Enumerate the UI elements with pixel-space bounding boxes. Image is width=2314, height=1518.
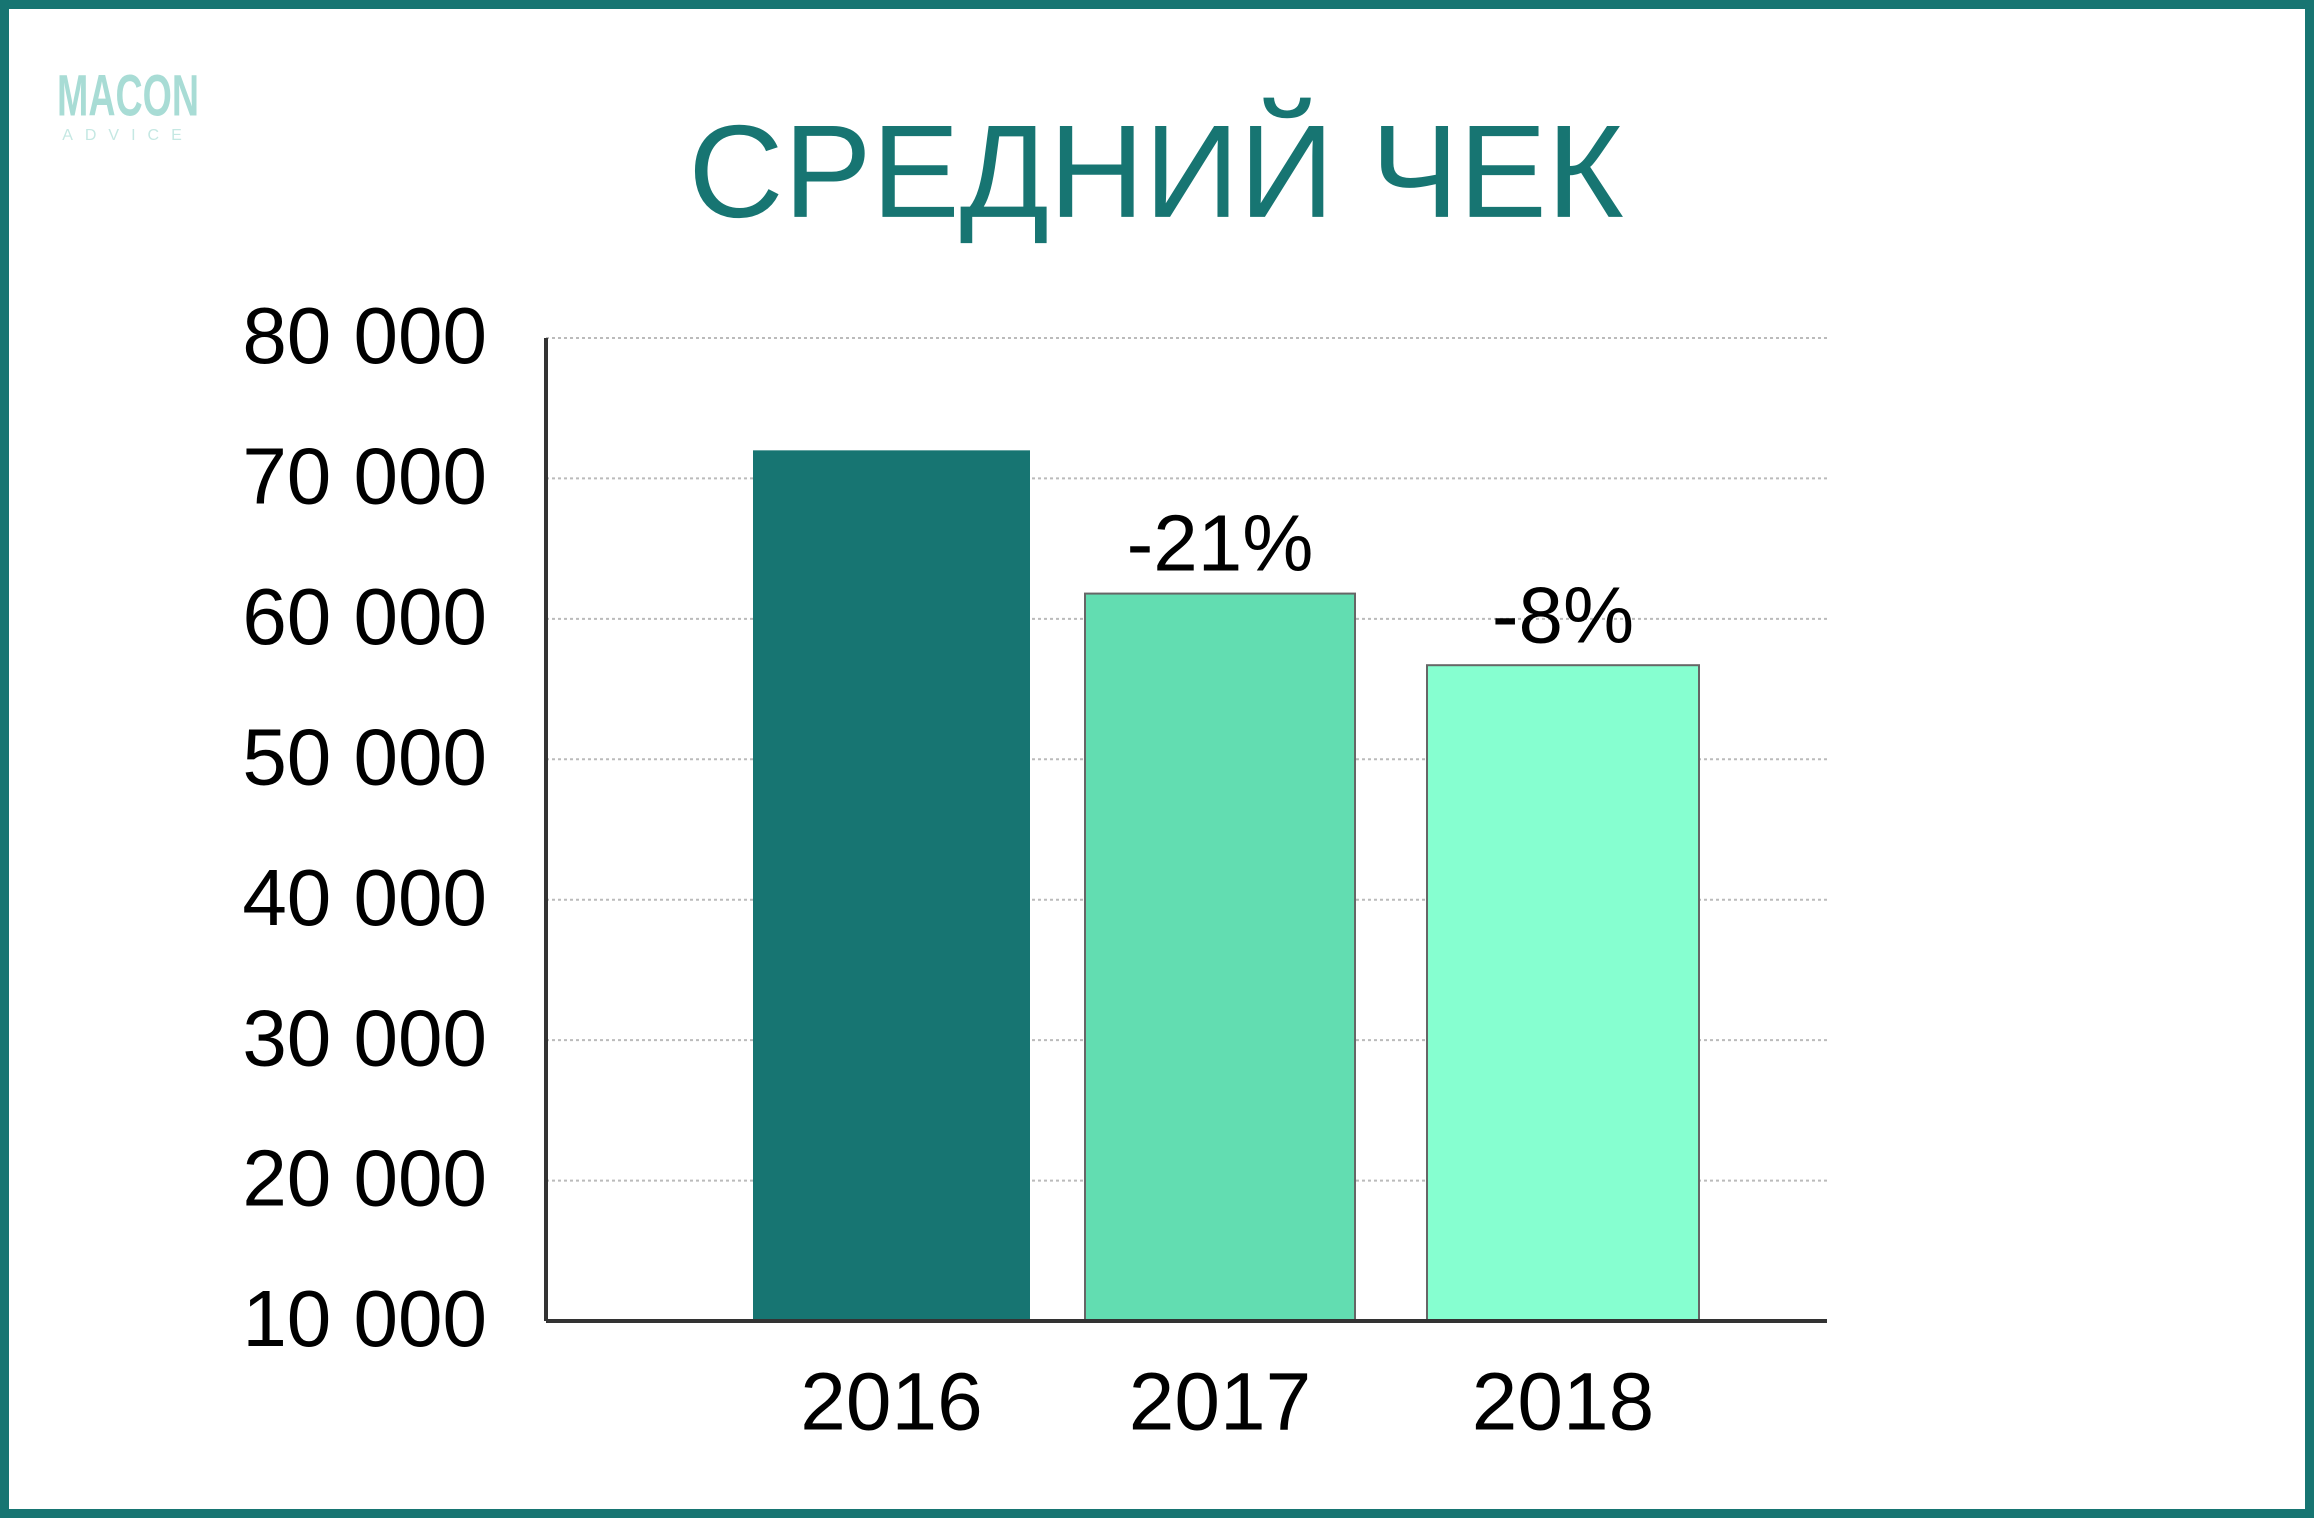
bar — [753, 450, 1030, 1321]
y-tick-label: 70 000 — [242, 432, 487, 521]
annotation: -8% — [1492, 570, 1634, 659]
logo-tagline: ADVICE — [62, 127, 194, 144]
annotation: -21% — [1127, 499, 1314, 588]
y-tick-label: 60 000 — [242, 572, 487, 661]
y-tick-label: 40 000 — [242, 853, 487, 942]
x-tick-label: 2017 — [1129, 1357, 1311, 1448]
y-tick-label: 80 000 — [242, 291, 487, 380]
x-tick-label: 2018 — [1472, 1357, 1654, 1448]
logo-name: MACON — [57, 63, 199, 128]
bar — [1426, 664, 1700, 1322]
chart-title: СРЕДНИЙ ЧЕК — [688, 97, 1624, 245]
y-tick-label: 10 000 — [242, 1274, 487, 1363]
y-tick-label: 20 000 — [242, 1134, 487, 1223]
y-tick-label: 50 000 — [242, 712, 487, 801]
x-tick-label: 2016 — [800, 1357, 982, 1448]
bar — [1084, 592, 1356, 1322]
y-tick-label: 30 000 — [242, 993, 487, 1082]
